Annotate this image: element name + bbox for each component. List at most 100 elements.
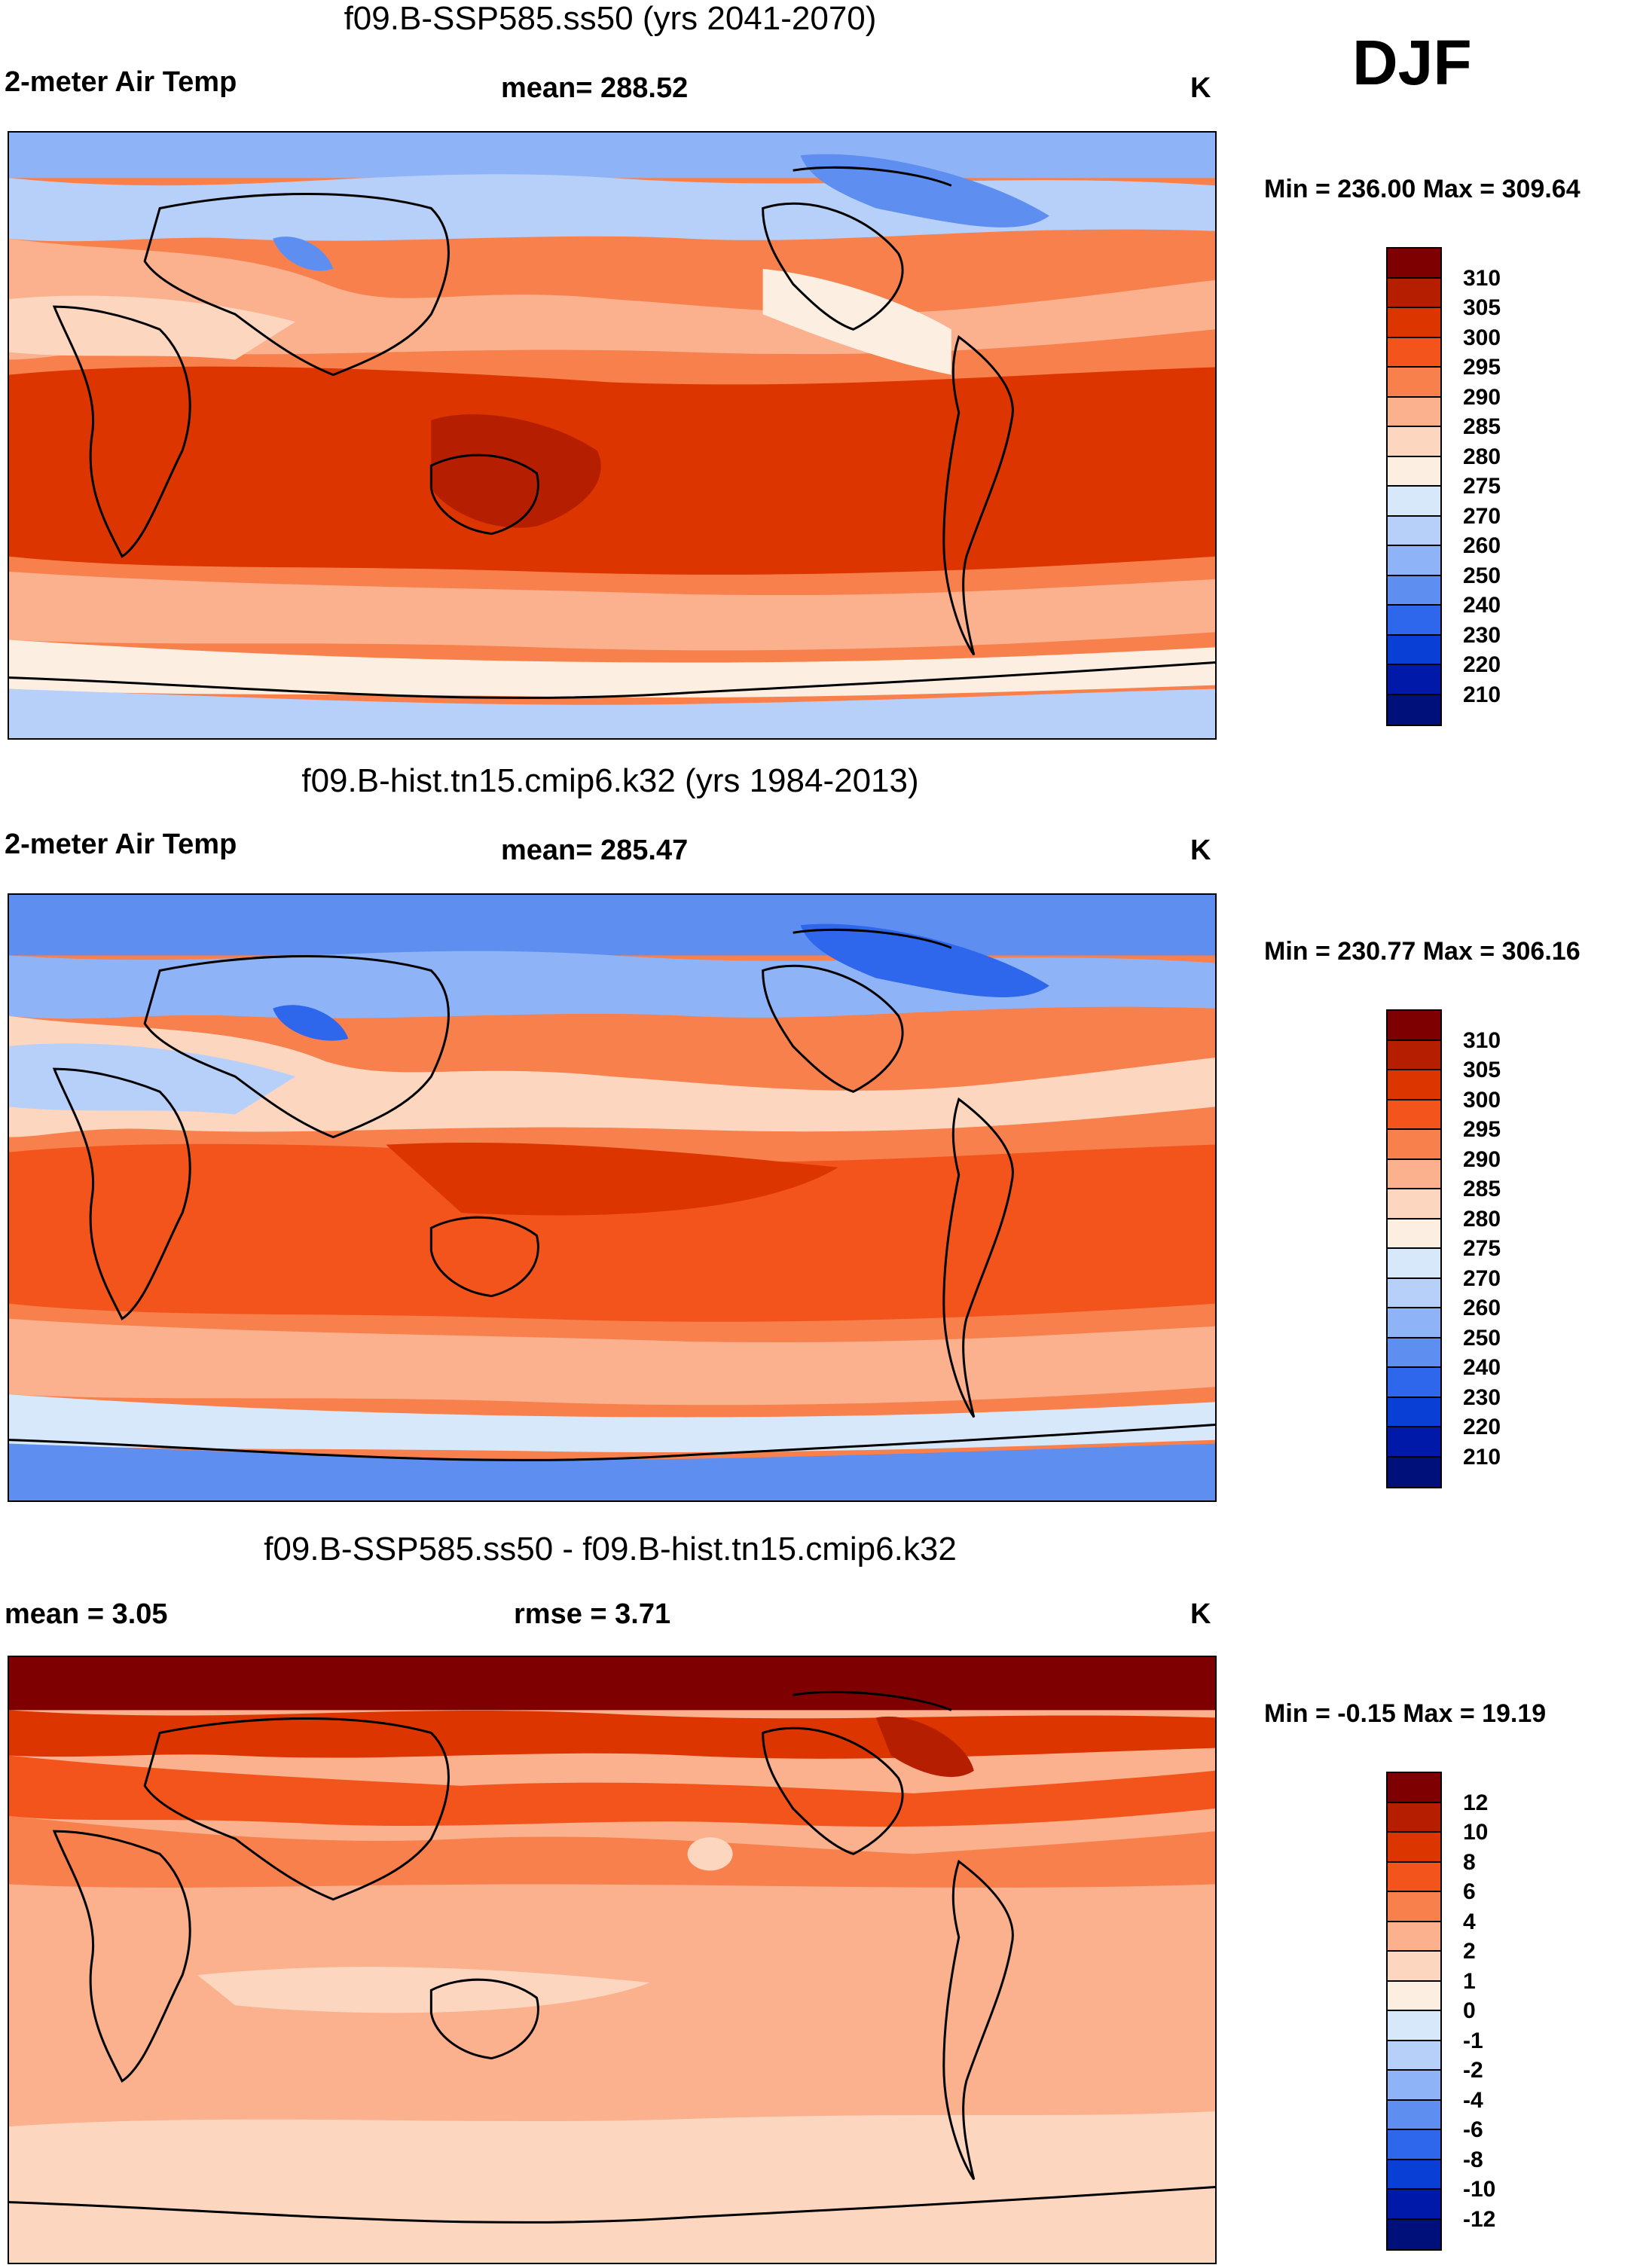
colorbar-tick-label: 270 (1463, 1265, 1501, 1291)
colorbar-segment (1388, 1011, 1440, 1041)
colorbar-tick-label: 220 (1463, 652, 1501, 677)
colorbar-tick-label: 275 (1463, 1236, 1501, 1261)
colorbar-tick-label: 230 (1463, 1384, 1501, 1410)
colorbar-tick-label: 10 (1463, 1820, 1489, 1845)
colorbar-segment (1388, 2219, 1440, 2249)
colorbar-segment (1388, 694, 1440, 725)
colorbar-segment (1388, 1802, 1440, 1833)
colorbar-segment (1388, 575, 1440, 606)
colorbar-tick-label: 310 (1463, 1027, 1501, 1053)
colorbar-segment (1388, 1773, 1440, 1803)
colorbar-segment (1388, 1892, 1440, 1922)
colorbar-segment (1388, 1952, 1440, 1982)
colorbar-segment (1388, 1100, 1440, 1130)
colorbar-segment (1388, 1862, 1440, 1892)
colorbar-segment (1388, 1070, 1440, 1100)
panel-2-variable-label: 2-meter Air Temp (5, 829, 237, 860)
colorbar-segment (1388, 1368, 1440, 1398)
panel-1-mean-label: mean= 288.52 (501, 72, 689, 104)
colorbar-tick-label: 0 (1463, 1998, 1476, 2023)
colorbar-tick-label: 250 (1463, 1325, 1501, 1351)
colorbar-tick-label: 2 (1463, 1939, 1476, 1964)
colorbar-tick-label: 285 (1463, 414, 1501, 439)
colorbar-segment (1388, 397, 1440, 427)
colorbar-segment (1388, 1130, 1440, 1160)
colorbar-segment (1388, 1040, 1440, 1070)
colorbar-segment (1388, 1981, 1440, 2011)
panel-3-units: K (1190, 1598, 1211, 1630)
colorbar-segment (1388, 1922, 1440, 1952)
panel-1-title: f09.B-SSP585.ss50 (yrs 2041-2070) (344, 0, 877, 37)
colorbar-tick-label: -1 (1463, 2028, 1483, 2053)
colorbar-segment (1388, 487, 1440, 517)
colorbar-segment (1388, 1308, 1440, 1339)
colorbar-tick-label: -8 (1463, 2147, 1483, 2172)
colorbar-segment (1388, 1159, 1440, 1189)
colorbar-tick-label: 6 (1463, 1879, 1476, 1904)
colorbar-tick-label: 290 (1463, 384, 1501, 410)
colorbar-tick-label: 210 (1463, 682, 1501, 707)
colorbar-segment (1388, 516, 1440, 546)
colorbar-segment (1388, 606, 1440, 636)
panel-1-units: K (1190, 72, 1211, 104)
colorbar-tick-label: 295 (1463, 1117, 1501, 1142)
colorbar-tick-label: -12 (1463, 2206, 1496, 2232)
colorbar-segment (1388, 1338, 1440, 1368)
colorbar-tick-label: 12 (1463, 1790, 1489, 1815)
colorbar-segment (1388, 2130, 1440, 2160)
colorbar-tick-label: 240 (1463, 593, 1501, 618)
colorbar-segment (1388, 2100, 1440, 2130)
panel-2-colorbar (1386, 1009, 1442, 1488)
panel-1-colorbar (1386, 247, 1442, 726)
panel-3-title: f09.B-SSP585.ss50 - f09.B-hist.tn15.cmip… (264, 1531, 957, 1567)
colorbar-segment (1388, 1833, 1440, 1863)
colorbar-tick-label: 285 (1463, 1177, 1501, 1201)
colorbar-segment (1388, 1278, 1440, 1308)
season-label: DJF (1352, 27, 1472, 98)
colorbar-tick-label: 300 (1463, 325, 1501, 350)
colorbar-tick-label: 260 (1463, 1296, 1501, 1320)
colorbar-segment (1388, 2160, 1440, 2190)
colorbar-segment (1388, 368, 1440, 398)
colorbar-tick-label: 295 (1463, 355, 1501, 380)
panel-1-map-field (9, 133, 1215, 738)
colorbar-tick-label: -2 (1463, 2058, 1483, 2083)
colorbar-tick-label: 300 (1463, 1087, 1501, 1113)
panel-1-variable-label: 2-meter Air Temp (5, 66, 237, 98)
colorbar-segment (1388, 2071, 1440, 2101)
panel-3-mean-label: mean = 3.05 (5, 1598, 168, 1630)
panel-3-minmax: Min = -0.15 Max = 19.19 (1264, 1699, 1547, 1728)
colorbar-segment (1388, 2011, 1440, 2041)
colorbar-segment (1388, 1457, 1440, 1487)
panel-2-minmax: Min = 230.77 Max = 306.16 (1264, 937, 1581, 966)
colorbar-tick-label: -4 (1463, 2087, 1483, 2113)
panel-1-minmax: Min = 236.00 Max = 309.64 (1264, 175, 1581, 203)
panel-2-map (8, 893, 1217, 1502)
colorbar-tick-label: 290 (1463, 1146, 1501, 1172)
colorbar-tick-label: 8 (1463, 1849, 1476, 1875)
colorbar-segment (1388, 1249, 1440, 1279)
colorbar-tick-label: 305 (1463, 1058, 1501, 1082)
colorbar-tick-label: 260 (1463, 533, 1501, 558)
colorbar-tick-label: 4 (1463, 1909, 1476, 1934)
panel-3-colorbar (1386, 1772, 1442, 2251)
colorbar-segment (1388, 2190, 1440, 2220)
colorbar-segment (1388, 635, 1440, 665)
panel-3-rmse-label: rmse = 3.71 (514, 1598, 671, 1630)
panel-2-units: K (1190, 835, 1211, 866)
colorbar-tick-label: -6 (1463, 2117, 1483, 2142)
colorbar-tick-label: 310 (1463, 265, 1501, 291)
colorbar-tick-label: 270 (1463, 503, 1501, 529)
panel-1-map (8, 131, 1217, 740)
colorbar-segment (1388, 665, 1440, 695)
colorbar-segment (1388, 1397, 1440, 1427)
colorbar-segment (1388, 456, 1440, 487)
colorbar-tick-label: 240 (1463, 1355, 1501, 1380)
colorbar-segment (1388, 1189, 1440, 1219)
panel-2-map-field (9, 895, 1215, 1500)
colorbar-segment (1388, 546, 1440, 576)
colorbar-segment (1388, 2041, 1440, 2071)
colorbar-tick-label: 230 (1463, 622, 1501, 648)
colorbar-tick-label: 250 (1463, 563, 1501, 588)
colorbar-segment (1388, 278, 1440, 308)
